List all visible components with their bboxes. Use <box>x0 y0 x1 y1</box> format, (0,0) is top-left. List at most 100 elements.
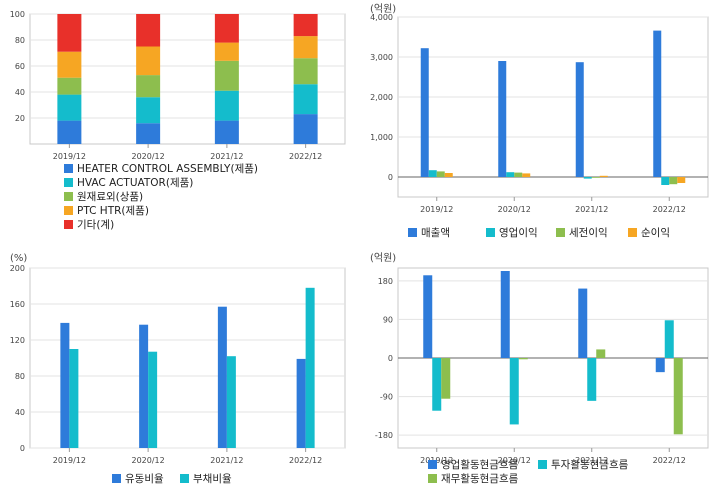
legend-item: 매출액 <box>408 227 450 239</box>
bar <box>57 77 82 95</box>
y-tick-label: 90 <box>383 315 393 324</box>
bar <box>423 275 433 358</box>
legend-swatch <box>628 228 637 237</box>
plot-area <box>397 16 709 198</box>
bar <box>587 358 597 401</box>
bar <box>669 177 678 185</box>
legend-swatch <box>486 228 495 237</box>
bar <box>305 287 315 448</box>
bar <box>293 36 318 59</box>
y-tick-label: 0 <box>388 354 393 363</box>
bar <box>293 114 318 144</box>
bar <box>296 358 306 448</box>
unit-label: (억원) <box>370 252 396 264</box>
legend-item: 기타(계) <box>64 219 114 231</box>
legend-item: 영업이익 <box>486 226 538 239</box>
y-tick-label: 80 <box>15 36 25 45</box>
bar <box>444 173 453 177</box>
legend-swatch <box>428 460 437 469</box>
legend-swatch <box>64 164 73 173</box>
legend-label: 영업이익 <box>499 226 538 239</box>
unit-label: (억원) <box>370 3 396 15</box>
x-tick-label: 2022/12 <box>289 152 322 161</box>
x-tick-label: 2020/12 <box>498 205 531 214</box>
y-tick-label: -90 <box>380 393 393 402</box>
legend-label: 유동비율 <box>125 473 164 485</box>
legend-item: 재무활동현금흐름 <box>428 472 519 485</box>
x-tick-label: 2020/12 <box>132 152 165 161</box>
legend-label: 기타(계) <box>77 219 114 231</box>
bar <box>136 75 161 98</box>
legend-swatch <box>556 228 565 237</box>
x-tick-label: 2022/12 <box>653 205 686 214</box>
ratio-chart: (%) 0 40 80 120 160 200 2019/12 2020/12 2021/12 20… <box>10 253 346 485</box>
legend-label: HVAC ACTUATOR(제품) <box>77 177 193 189</box>
bar <box>136 46 161 76</box>
unit-label: (%) <box>10 253 27 264</box>
bar <box>522 173 531 177</box>
legend-label: 부채비율 <box>193 473 232 485</box>
bar <box>214 120 239 144</box>
bar <box>57 51 82 78</box>
y-tick-label: 40 <box>15 88 25 97</box>
legend-label: 매출액 <box>421 227 450 239</box>
bar <box>136 14 161 47</box>
legend-swatch <box>64 192 73 201</box>
bar <box>148 351 158 448</box>
bar <box>578 288 588 358</box>
bar <box>57 120 82 144</box>
y-tick-label: 2,000 <box>370 93 393 102</box>
cashflow-chart: (억원)-180-900901802019/122020/122021/1220… <box>370 252 709 485</box>
x-tick-label: 2019/12 <box>53 152 86 161</box>
bar <box>136 123 161 144</box>
bar <box>514 172 523 177</box>
y-tick-label: -180 <box>375 431 393 440</box>
bar <box>428 170 437 177</box>
bar <box>500 271 510 358</box>
legend-label: 원재료외(상품) <box>77 191 143 203</box>
bar <box>293 84 318 115</box>
y-tick-label: 1,000 <box>370 133 393 142</box>
y-tick-label: 3,000 <box>370 53 393 62</box>
plot-area <box>29 267 346 449</box>
legend-swatch <box>538 460 547 469</box>
bar <box>583 177 592 179</box>
legend-item: 세전이익 <box>556 227 608 239</box>
legend-swatch <box>112 474 121 483</box>
bar <box>432 358 442 411</box>
income-chart: (억원) 0 1,000 2,000 3,000 4,000 2019/12 2020/12 2… <box>370 3 709 239</box>
product-mix-chart: 20 40 60 80 100 2019/12 2020/12 2021/12 2022/12 H… <box>10 10 346 231</box>
bar <box>655 358 665 373</box>
bar <box>506 172 515 177</box>
x-tick-label: 2020/12 <box>498 456 531 465</box>
y-tick-label: 0 <box>20 444 25 453</box>
bar <box>575 62 584 178</box>
bar <box>69 349 79 448</box>
x-tick-label: 2019/12 <box>420 205 453 214</box>
y-tick-label: 100 <box>10 10 25 19</box>
legend-label: 재무활동현금흐름 <box>441 472 519 485</box>
legend-item: 부채비율 <box>180 473 232 485</box>
bar <box>139 324 149 448</box>
bar <box>214 14 239 43</box>
legend-item: PTC HTR(제품) <box>64 205 149 217</box>
legend-item: 투자활동현금흐름 <box>538 458 629 471</box>
bar <box>518 358 528 360</box>
y-tick-label: 20 <box>15 114 25 123</box>
plot-area <box>29 13 346 145</box>
bar <box>673 358 683 435</box>
legend-item: 순이익 <box>628 227 670 239</box>
legend-label: PTC HTR(제품) <box>77 205 149 217</box>
legend-label: HEATER CONTROL ASSEMBLY(제품) <box>77 163 258 175</box>
x-tick-label: 2019/12 <box>53 456 86 465</box>
bar <box>596 349 606 358</box>
y-tick-label: 4,000 <box>370 13 393 22</box>
bar <box>599 175 608 177</box>
y-tick-label: 200 <box>10 264 25 273</box>
bar <box>293 14 318 37</box>
bar <box>591 177 600 178</box>
legend-swatch <box>64 206 73 215</box>
bar <box>293 58 318 85</box>
bar <box>60 322 70 448</box>
